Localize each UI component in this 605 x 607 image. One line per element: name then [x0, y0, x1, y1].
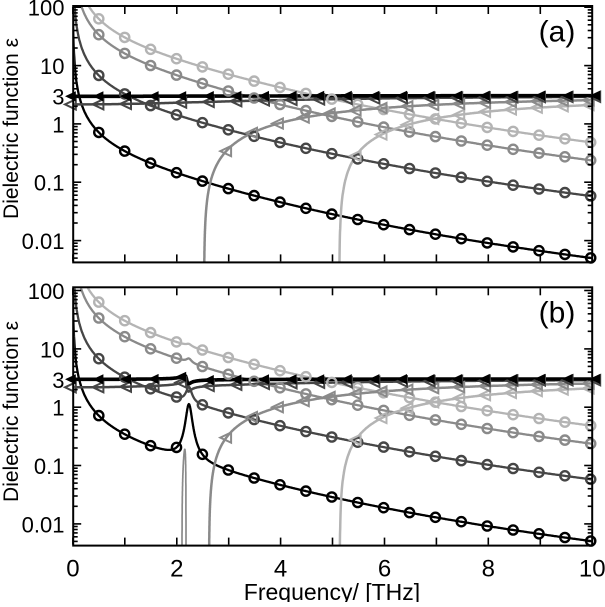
svg-text:8: 8 [482, 556, 495, 583]
svg-text:(b): (b) [539, 297, 576, 330]
svg-text:10: 10 [579, 556, 605, 583]
svg-text:1: 1 [52, 396, 64, 421]
svg-text:100: 100 [28, 279, 65, 304]
svg-text:10: 10 [40, 54, 64, 79]
svg-text:1: 1 [52, 112, 64, 137]
svg-text:10: 10 [40, 337, 64, 362]
svg-text:3: 3 [52, 85, 64, 110]
svg-text:Dielectric function ε: Dielectric function ε [0, 321, 23, 502]
svg-text:6: 6 [378, 556, 391, 583]
svg-text:0.1: 0.1 [34, 454, 65, 479]
svg-text:(a): (a) [539, 16, 576, 49]
svg-text:Frequency/ [THz]: Frequency/ [THz] [244, 579, 420, 602]
svg-text:3: 3 [52, 368, 64, 393]
svg-text:Dielectric function ε: Dielectric function ε [0, 38, 23, 219]
svg-text:0.1: 0.1 [34, 171, 65, 196]
svg-text:0.01: 0.01 [22, 512, 65, 537]
svg-text:2: 2 [170, 556, 183, 583]
svg-text:0.01: 0.01 [22, 229, 65, 254]
svg-text:0: 0 [66, 556, 79, 583]
svg-text:4: 4 [274, 556, 287, 583]
svg-text:100: 100 [28, 0, 65, 21]
